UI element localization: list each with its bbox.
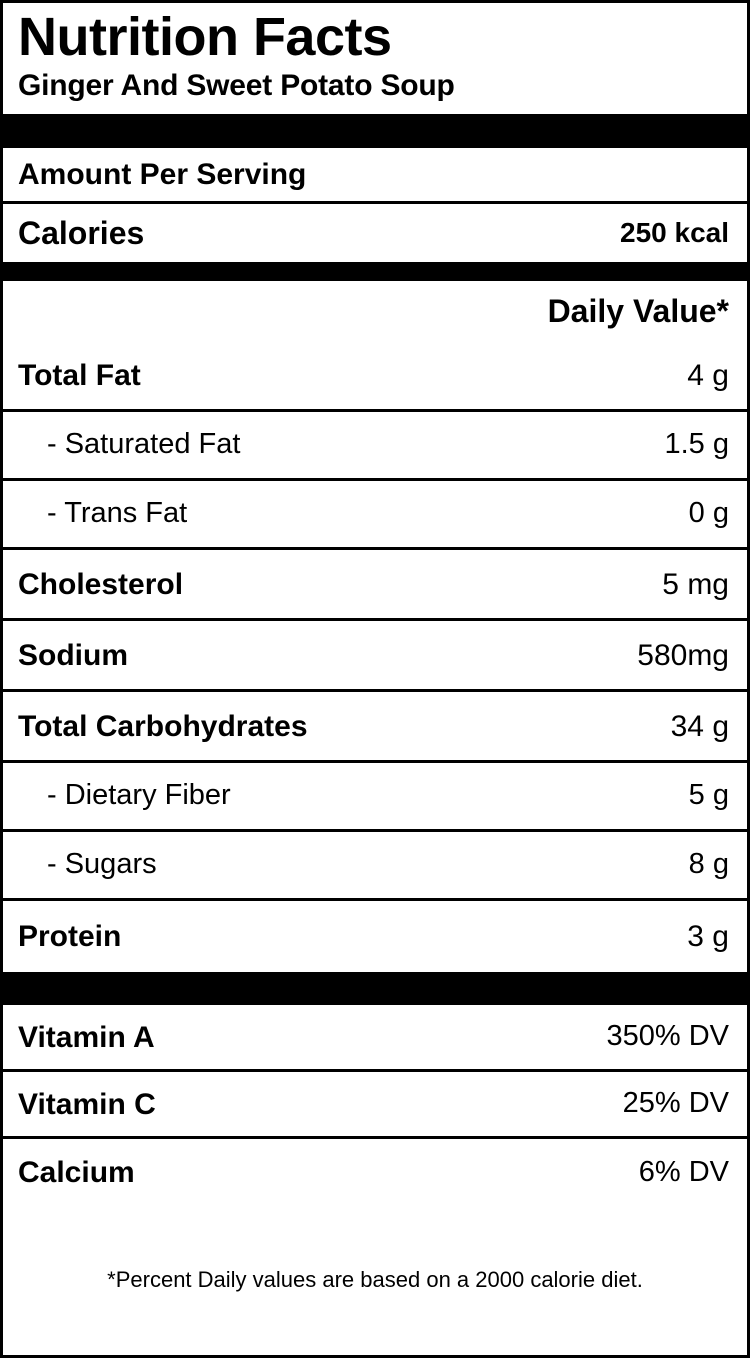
nutrient-row: - Dietary Fiber 5 g — [3, 763, 747, 833]
daily-value-footnote: *Percent Daily values are based on a 200… — [107, 1267, 643, 1293]
nutrient-row: Protein 3 g — [3, 901, 747, 972]
vitamin-value: 350% DV — [606, 1020, 729, 1053]
vitamin-row: Calcium 6% DV — [3, 1139, 747, 1206]
footnote-section: *Percent Daily values are based on a 200… — [3, 1206, 747, 1355]
daily-value-header-row: Daily Value* — [3, 281, 747, 341]
nutrient-row: - Trans Fat 0 g — [3, 481, 747, 551]
vitamin-row: Vitamin A 350% DV — [3, 1005, 747, 1073]
nutrient-value: 5 mg — [662, 567, 729, 601]
nutrient-name: - Dietary Fiber — [47, 779, 231, 812]
nutrient-value: 1.5 g — [664, 428, 730, 461]
nutrient-name: Protein — [18, 920, 122, 954]
label-header: Nutrition Facts Ginger And Sweet Potato … — [3, 3, 747, 114]
nutrient-value: 8 g — [688, 848, 729, 881]
divider-thick-middle — [3, 262, 747, 282]
nutrient-value: 4 g — [687, 358, 729, 392]
vitamin-name: Calcium — [18, 1156, 135, 1190]
amount-per-serving-label: Amount Per Serving — [18, 158, 307, 192]
nutrient-name: Cholesterol — [18, 567, 184, 601]
vitamin-row: Vitamin C 25% DV — [3, 1072, 747, 1140]
nutrient-list: Total Fat 4 g - Saturated Fat 1.5 g - Trans … — [3, 341, 747, 972]
nutrient-value: 580mg — [637, 638, 729, 672]
amount-per-serving-row: Amount Per Serving — [3, 148, 747, 205]
nutrient-name: - Sugars — [47, 848, 157, 881]
vitamin-value: 6% DV — [638, 1155, 729, 1188]
divider-thick-vitamins — [3, 972, 747, 1006]
nutrient-value: 3 g — [687, 920, 729, 954]
nutrient-value: 5 g — [688, 779, 729, 812]
vitamin-name: Vitamin C — [18, 1087, 156, 1121]
nutrient-name: Sodium — [18, 638, 128, 672]
product-name: Ginger And Sweet Potato Soup — [18, 69, 455, 103]
calories-row: Calories 250 kcal — [3, 204, 747, 262]
nutrient-name: - Saturated Fat — [47, 428, 241, 461]
vitamin-name: Vitamin A — [18, 1020, 155, 1054]
calories-label: Calories — [18, 214, 145, 251]
divider-thick-top — [3, 114, 747, 149]
nutrient-row: Total Carbohydrates 34 g — [3, 692, 747, 764]
nutrient-value: 34 g — [670, 709, 729, 743]
vitamin-value: 25% DV — [622, 1087, 729, 1120]
nutrient-row: - Sugars 8 g — [3, 832, 747, 902]
calories-value: 250 kcal — [620, 216, 729, 248]
nutrient-value: 0 g — [688, 497, 729, 530]
nutrient-name: Total Carbohydrates — [18, 709, 308, 743]
daily-value-header-label: Daily Value* — [547, 292, 729, 329]
serving-section: Amount Per Serving Calories 250 kcal — [3, 148, 747, 262]
daily-value-section: Daily Value* — [3, 281, 747, 341]
nutrient-row: Total Fat 4 g — [3, 341, 747, 413]
page-title: Nutrition Facts — [18, 7, 392, 67]
nutrient-name: Total Fat — [18, 358, 141, 392]
nutrient-row: - Saturated Fat 1.5 g — [3, 412, 747, 482]
nutrient-row: Cholesterol 5 mg — [3, 550, 747, 622]
vitamin-list: Vitamin A 350% DV Vitamin C 25% DV Calcium 6%… — [3, 1005, 747, 1206]
nutrient-row: Sodium 580mg — [3, 621, 747, 693]
nutrient-name: - Trans Fat — [47, 497, 188, 530]
